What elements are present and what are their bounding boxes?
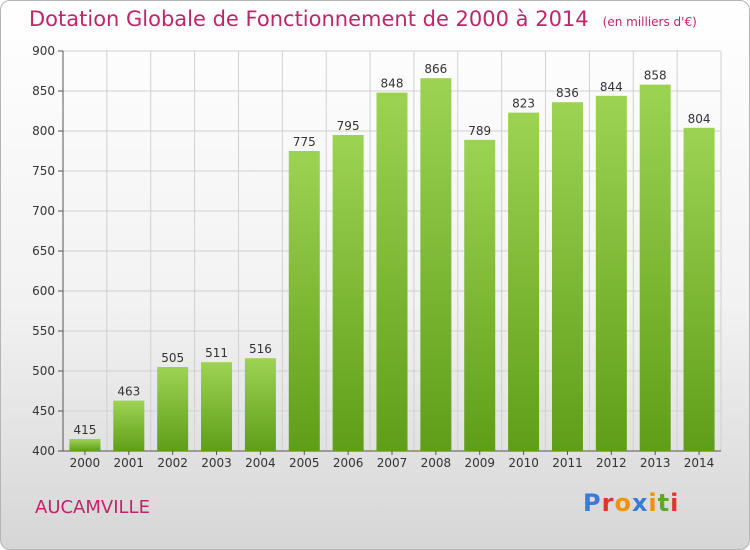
data-label-2010: 823 — [512, 97, 535, 111]
x-tick-label-2010: 2010 — [508, 456, 539, 470]
y-tick-label: 750 — [32, 164, 55, 178]
data-label-2002: 505 — [161, 351, 184, 365]
city-name: AUCAMVILLE — [35, 497, 150, 518]
bar-2006 — [332, 135, 364, 451]
logo-letter: i — [648, 489, 658, 517]
bar-2012 — [595, 95, 627, 452]
x-tick-label-2007: 2007 — [377, 456, 408, 470]
logo-letter: x — [631, 489, 649, 517]
unit-note: (en milliers d'€) — [602, 15, 697, 29]
tick-labels: 400 450 500 550 600 650 700 750 800 850 900 2000 200… — [32, 44, 714, 470]
data-label-2008: 866 — [424, 62, 447, 76]
bar-2000 — [69, 439, 101, 451]
logo-letter: i — [670, 489, 680, 517]
proxiti-logo[interactable]: Proxiti — [583, 489, 679, 517]
bar-2003 — [201, 362, 233, 451]
x-tick-label-2006: 2006 — [333, 456, 364, 470]
x-tick-label-2002: 2002 — [157, 456, 188, 470]
data-label-2004: 516 — [249, 342, 272, 356]
chart-title-text: Dotation Globale de Fonctionnement de 20… — [29, 7, 589, 31]
y-tick-label: 550 — [32, 324, 55, 338]
data-label-2009: 789 — [468, 124, 491, 138]
bar-2001 — [113, 400, 145, 451]
data-label-2013: 858 — [644, 69, 667, 83]
bar-2009 — [464, 139, 496, 452]
x-tick-label-2003: 2003 — [201, 456, 232, 470]
x-tick-label-2009: 2009 — [464, 456, 495, 470]
x-tick-label-2000: 2000 — [70, 456, 101, 470]
data-label-2014: 804 — [688, 112, 711, 126]
x-tick-label-2013: 2013 — [640, 456, 671, 470]
bar-2002 — [157, 367, 189, 451]
data-label-2011: 836 — [556, 86, 579, 100]
bar-2004 — [244, 358, 276, 451]
bars — [69, 78, 715, 452]
data-label-2000: 415 — [73, 423, 96, 437]
y-tick-label: 800 — [32, 124, 55, 138]
bar-2005 — [288, 151, 320, 451]
bar-2013 — [639, 84, 671, 451]
y-tick-label: 400 — [32, 444, 55, 458]
logo-letter: r — [601, 489, 615, 517]
x-tick-label-2008: 2008 — [421, 456, 452, 470]
bar-2011 — [551, 102, 583, 451]
data-label-2012: 844 — [600, 80, 623, 94]
y-tick-label: 900 — [32, 44, 55, 58]
x-tick-label-2014: 2014 — [684, 456, 715, 470]
y-tick-label: 700 — [32, 204, 55, 218]
data-label-2007: 848 — [381, 77, 404, 91]
x-tick-label-2001: 2001 — [114, 456, 145, 470]
bar-2010 — [508, 112, 540, 451]
logo-letter: P — [583, 489, 602, 517]
y-tick-label: 600 — [32, 284, 55, 298]
logo-letter: o — [614, 489, 632, 517]
y-tick-label: 500 — [32, 364, 55, 378]
x-tick-label-2012: 2012 — [596, 456, 627, 470]
x-tick-label-2011: 2011 — [552, 456, 583, 470]
bar-2007 — [376, 92, 408, 451]
x-tick-label-2004: 2004 — [245, 456, 276, 470]
data-label-2003: 511 — [205, 346, 228, 360]
y-tick-label: 450 — [32, 404, 55, 418]
data-label-2006: 795 — [337, 119, 360, 133]
y-tick-label: 650 — [32, 244, 55, 258]
y-tick-label: 850 — [32, 84, 55, 98]
logo-letter: t — [657, 489, 671, 517]
data-labels: 415 463 505 511 516 775 795 848 866 789 823 836 844 8… — [73, 62, 710, 437]
bar-2008 — [420, 78, 452, 451]
data-label-2001: 463 — [117, 385, 140, 399]
x-tick-label-2005: 2005 — [289, 456, 320, 470]
bar-2014 — [683, 127, 715, 452]
data-label-2005: 775 — [293, 135, 316, 149]
chart-title: Dotation Globale de Fonctionnement de 20… — [29, 7, 697, 31]
